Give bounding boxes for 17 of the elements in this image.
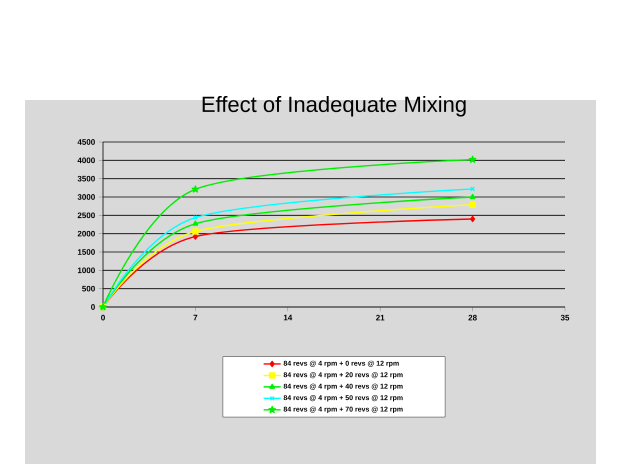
x-tick-label: 14 — [284, 314, 292, 320]
y-tick-label: 4500 — [78, 139, 95, 145]
y-tick-label: 0 — [91, 304, 95, 310]
y-tick-label: 4000 — [78, 158, 95, 164]
chart-title: Effect of Inadequate Mixing — [202, 96, 466, 116]
x-tick-label: 7 — [194, 314, 198, 320]
y-tick-label: 1500 — [78, 249, 95, 255]
y-tick-label: 500 — [82, 286, 95, 292]
y-tick-label: 3000 — [78, 194, 95, 200]
y-tick-label: 3500 — [78, 176, 95, 182]
y-tick-label: 2000 — [78, 230, 95, 236]
y-tick-label: 2500 — [78, 212, 95, 218]
y-tick-label: 1000 — [78, 268, 95, 274]
x-tick-label: 28 — [468, 314, 477, 320]
x-tick-label: 0 — [101, 314, 105, 320]
x-tick-label: 35 — [560, 314, 570, 320]
x-tick-label: 21 — [376, 314, 384, 320]
